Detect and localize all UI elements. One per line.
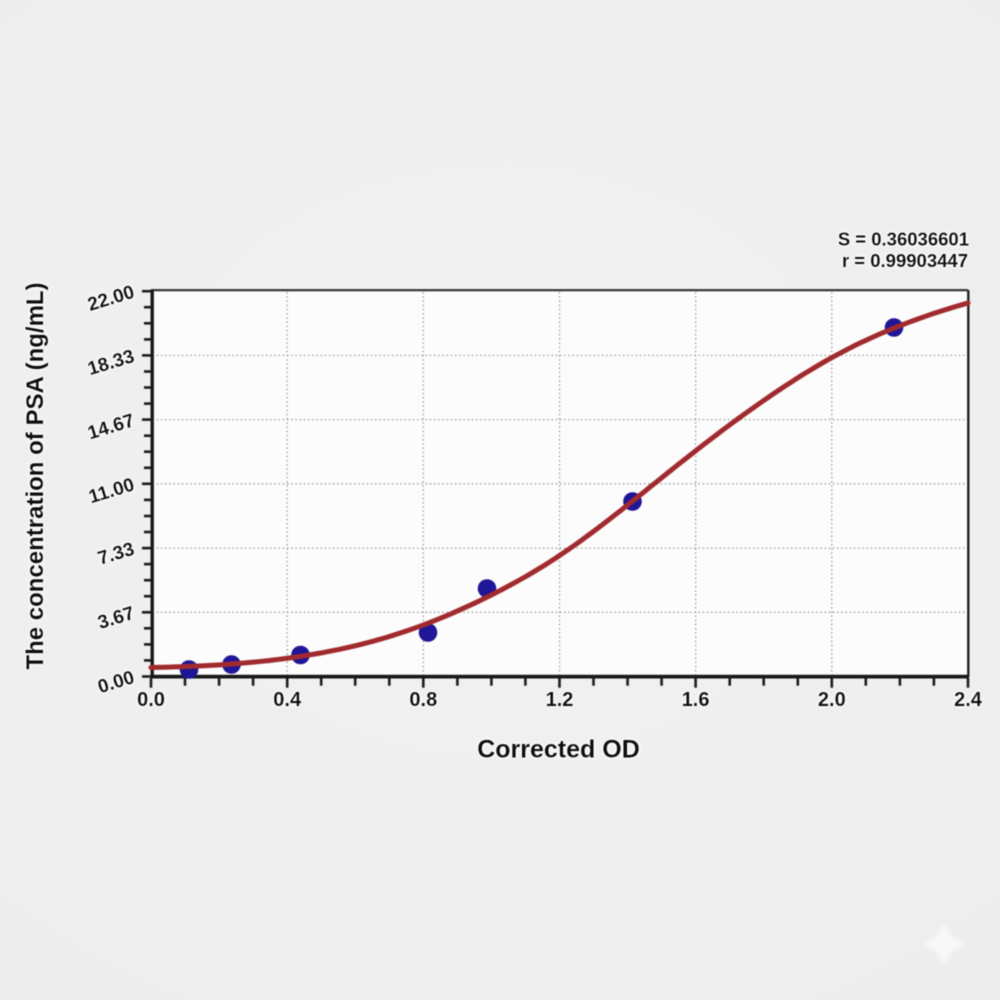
svg-text:0.4: 0.4 (273, 689, 302, 711)
svg-text:0.8: 0.8 (409, 689, 437, 711)
svg-text:2.4: 2.4 (954, 689, 983, 711)
svg-text:Corrected OD: Corrected OD (477, 736, 640, 764)
svg-text:r = 0.99903447: r = 0.99903447 (842, 250, 968, 271)
svg-text:The concentration of PSA (ng/m: The concentration of PSA (ng/mL) (22, 282, 49, 669)
svg-text:22.00: 22.00 (85, 282, 137, 316)
svg-text:7.33: 7.33 (95, 539, 137, 570)
svg-text:S = 0.36036601: S = 0.36036601 (838, 229, 969, 250)
svg-text:1.6: 1.6 (682, 689, 710, 711)
svg-text:0.00: 0.00 (95, 667, 137, 698)
svg-text:3.67: 3.67 (95, 603, 137, 634)
svg-text:1.2: 1.2 (546, 689, 574, 711)
svg-text:14.67: 14.67 (85, 410, 137, 444)
svg-text:0.0: 0.0 (137, 689, 165, 711)
svg-text:11.00: 11.00 (86, 474, 137, 508)
svg-text:2.0: 2.0 (818, 689, 846, 711)
svg-text:18.33: 18.33 (85, 346, 137, 380)
